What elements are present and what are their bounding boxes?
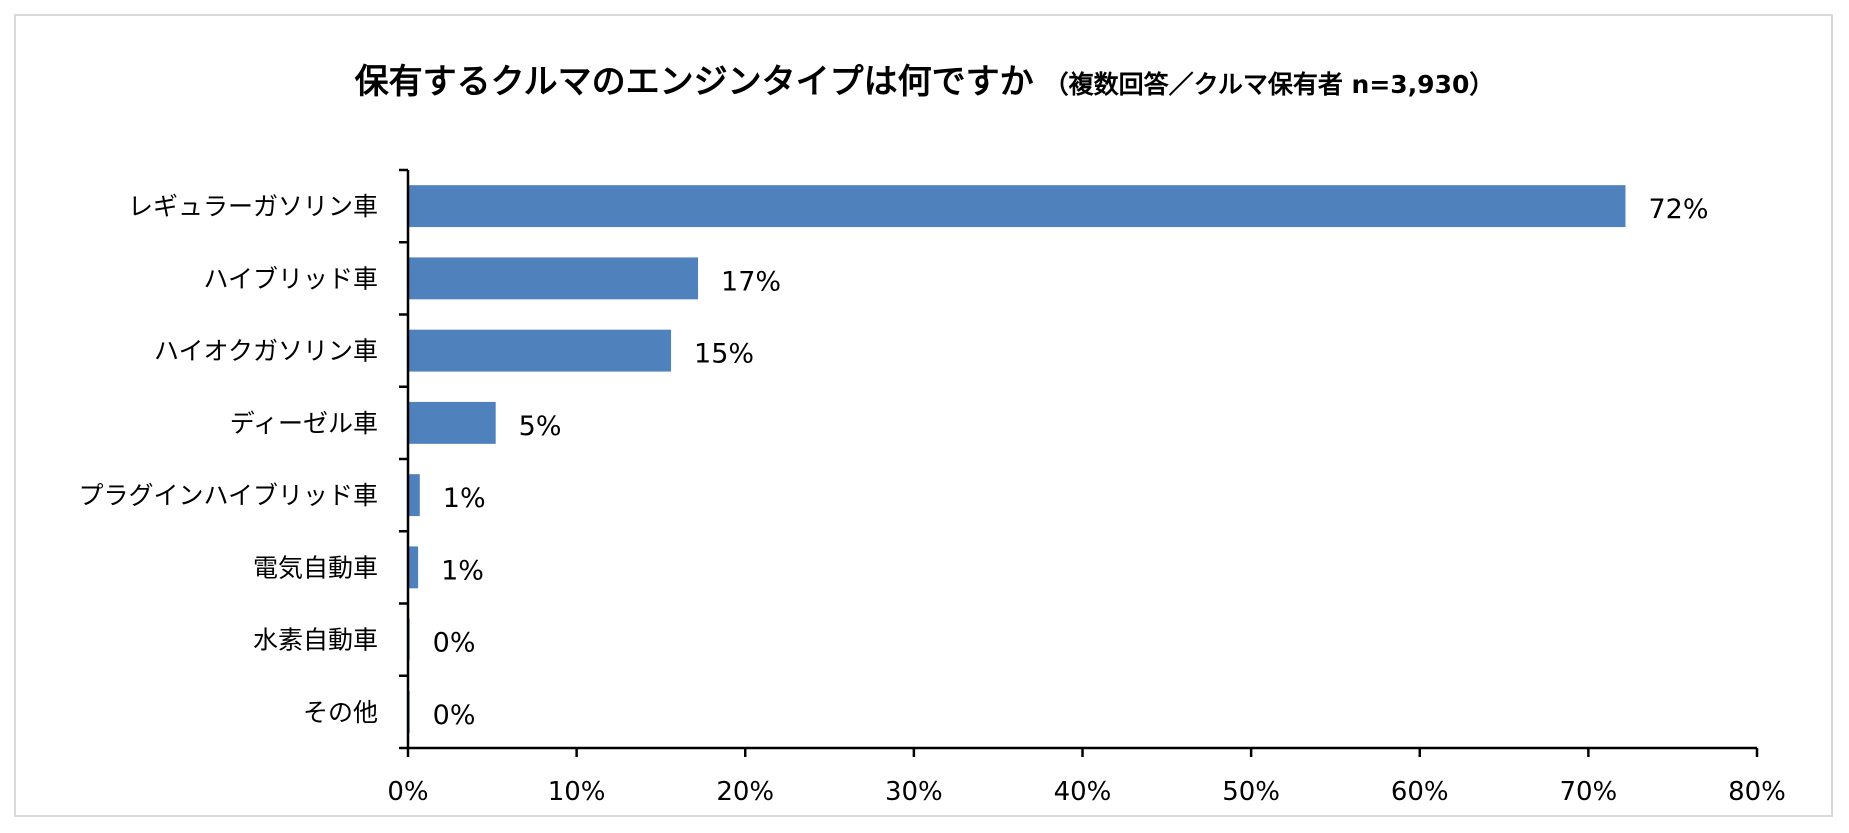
data-label-1: 72% [1648,194,1708,225]
x-tick-label-6: 60% [1391,777,1449,807]
data-label-3: 15% [694,339,754,370]
category-label-8: その他 [303,698,378,727]
data-label-8: 0% [433,700,476,731]
chart-frame [14,14,1833,817]
data-label-2: 17% [721,266,781,297]
category-label-2: ハイブリッド車 [203,264,378,293]
data-label-5: 1% [443,483,486,514]
category-label-7: 水素自動車 [253,626,378,655]
bar-3 [408,329,672,372]
x-tick-label-1: 10% [548,777,606,807]
bar-2 [408,257,699,300]
chart-title-main: 保有するクルマのエンジンタイプは何ですか [354,62,1034,102]
x-tick-label-7: 70% [1559,777,1617,807]
chart-title: 保有するクルマのエンジンタイプは何ですか （複数回答／クルマ保有者 n=3,930… [0,54,1849,103]
category-label-3: ハイオクガソリン車 [154,337,378,366]
chart-title-sub: （複数回答／クルマ保有者 n=3,930） [1043,70,1495,99]
bar-6 [408,546,419,589]
x-tick-label-4: 40% [1054,777,1112,807]
category-label-4: ディーゼル車 [230,409,378,438]
category-label-1: レギュラーガソリン車 [128,192,378,221]
axes-group [399,168,1759,757]
bar-5 [408,474,420,517]
data-label-6: 1% [441,555,484,586]
labels-group: 72% レギュラーガソリン車 17% ハイブリッド車 15% ハイオクガソリン車 5% ディー… [78,192,1785,807]
x-tick-label-5: 50% [1222,777,1280,807]
x-tick-label-8: 80% [1728,777,1786,807]
bars-group [408,185,1626,733]
bar-4 [408,401,496,444]
data-label-7: 0% [433,628,476,659]
x-tick-label-0: 0% [387,777,428,807]
data-label-4: 5% [519,411,562,442]
category-label-6: 電気自動車 [253,553,378,582]
x-tick-label-2: 20% [716,777,774,807]
bar-1 [408,185,1626,228]
x-tick-label-3: 30% [885,777,943,807]
category-label-5: プラグインハイブリッド車 [78,481,378,510]
